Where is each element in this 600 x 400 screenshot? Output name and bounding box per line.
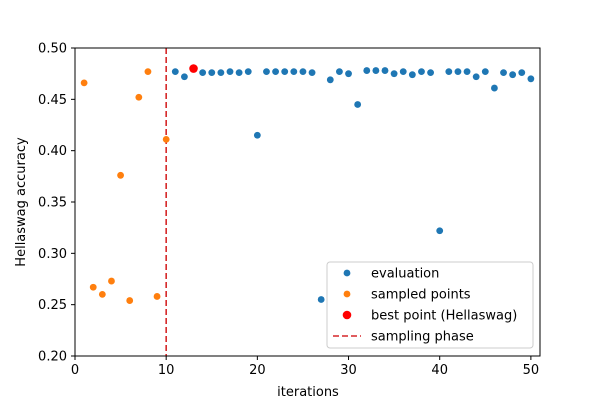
x-tick-label: 0 — [71, 363, 79, 378]
data-point-evaluation — [290, 68, 298, 76]
data-point-evaluation — [171, 68, 179, 76]
data-point-sampled-points — [135, 93, 143, 101]
legend-entry-evaluation-marker — [343, 269, 351, 277]
data-point-evaluation — [208, 69, 216, 77]
data-point-evaluation — [336, 68, 343, 76]
legend-box — [326, 261, 534, 349]
legend-entry-sampled-points-label: sampled points — [371, 288, 471, 303]
data-point-evaluation — [399, 68, 407, 76]
data-point-evaluation — [418, 68, 425, 76]
data-point-sampled-points — [89, 283, 97, 291]
data-point-evaluation — [317, 296, 325, 303]
legend-entry-best-point-marker — [342, 310, 352, 320]
y-tick-label: 0.45 — [38, 93, 67, 108]
legend-entry-evaluation-label: evaluation — [371, 267, 439, 282]
data-point-evaluation — [463, 68, 471, 76]
legend: evaluation sampled points best point (Hell… — [326, 261, 534, 349]
data-point-evaluation — [491, 84, 498, 92]
data-point-evaluation — [263, 68, 270, 76]
data-point-evaluation — [235, 69, 243, 77]
y-tick-label: 0.25 — [38, 298, 67, 313]
data-point-evaluation — [199, 69, 207, 77]
data-point-evaluation — [427, 69, 434, 77]
data-point-evaluation — [281, 68, 289, 76]
data-point-evaluation — [354, 101, 362, 108]
data-point-sampled-points — [108, 277, 115, 285]
data-point-evaluation — [408, 71, 416, 79]
y-tick-label: 0.35 — [38, 196, 67, 211]
data-point-evaluation — [272, 68, 279, 76]
legend-entry-sampled-points-marker — [343, 290, 351, 298]
y-tick-label: 0.40 — [38, 144, 67, 159]
data-point-evaluation — [445, 68, 453, 76]
data-point-evaluation — [436, 227, 444, 235]
data-point-evaluation — [363, 67, 371, 74]
data-point-evaluation — [509, 71, 517, 79]
y-tick-label: 0.30 — [38, 247, 67, 262]
data-point-evaluation — [390, 70, 398, 78]
x-tick-label: 30 — [340, 363, 357, 378]
data-point-evaluation — [500, 69, 507, 77]
legend-entry-best-point-label: best point (Hellaswag) — [371, 309, 517, 324]
x-tick-label: 40 — [431, 363, 448, 378]
data-point-evaluation — [472, 73, 480, 81]
data-point-evaluation — [518, 69, 526, 77]
y-axis-label: Hellaswag accuracy — [14, 137, 29, 267]
data-point-evaluation — [244, 68, 252, 76]
data-point-evaluation — [181, 73, 188, 81]
data-point-evaluation — [217, 69, 225, 77]
x-tick-label: 50 — [523, 363, 540, 378]
points-layer — [80, 64, 535, 304]
data-point-evaluation — [381, 67, 389, 74]
data-point-sampled-points — [144, 68, 152, 76]
data-point-evaluation — [326, 76, 334, 84]
data-point-best-point-hellaswag — [189, 64, 198, 73]
data-point-sampled-points — [98, 291, 106, 298]
y-tick-label: 0.50 — [38, 42, 67, 57]
data-point-sampled-points — [153, 293, 161, 300]
x-tick-label: 20 — [249, 363, 266, 378]
data-point-evaluation — [299, 68, 307, 76]
x-axis-label: iterations — [277, 385, 339, 400]
data-point-evaluation — [454, 68, 462, 76]
data-point-evaluation — [226, 68, 234, 76]
data-point-evaluation — [527, 75, 535, 83]
data-point-sampled-points — [126, 297, 134, 304]
axes-layer: 0 10 20 30 40 50 0.20 0.25 0.30 0.35 0.40 0.45 0.50 — [38, 42, 541, 378]
data-point-sampled-points — [117, 171, 124, 179]
y-tick-label: 0.20 — [38, 350, 67, 365]
data-point-evaluation — [253, 131, 261, 139]
data-point-sampled-points — [80, 79, 88, 87]
legend-entry-sampling-phase-label: sampling phase — [371, 330, 474, 345]
data-point-evaluation — [345, 70, 352, 78]
data-point-sampled-points — [162, 135, 170, 143]
data-point-evaluation — [308, 69, 316, 77]
data-point-evaluation — [372, 67, 380, 74]
x-tick-label: 10 — [158, 363, 175, 378]
data-point-evaluation — [481, 68, 489, 76]
